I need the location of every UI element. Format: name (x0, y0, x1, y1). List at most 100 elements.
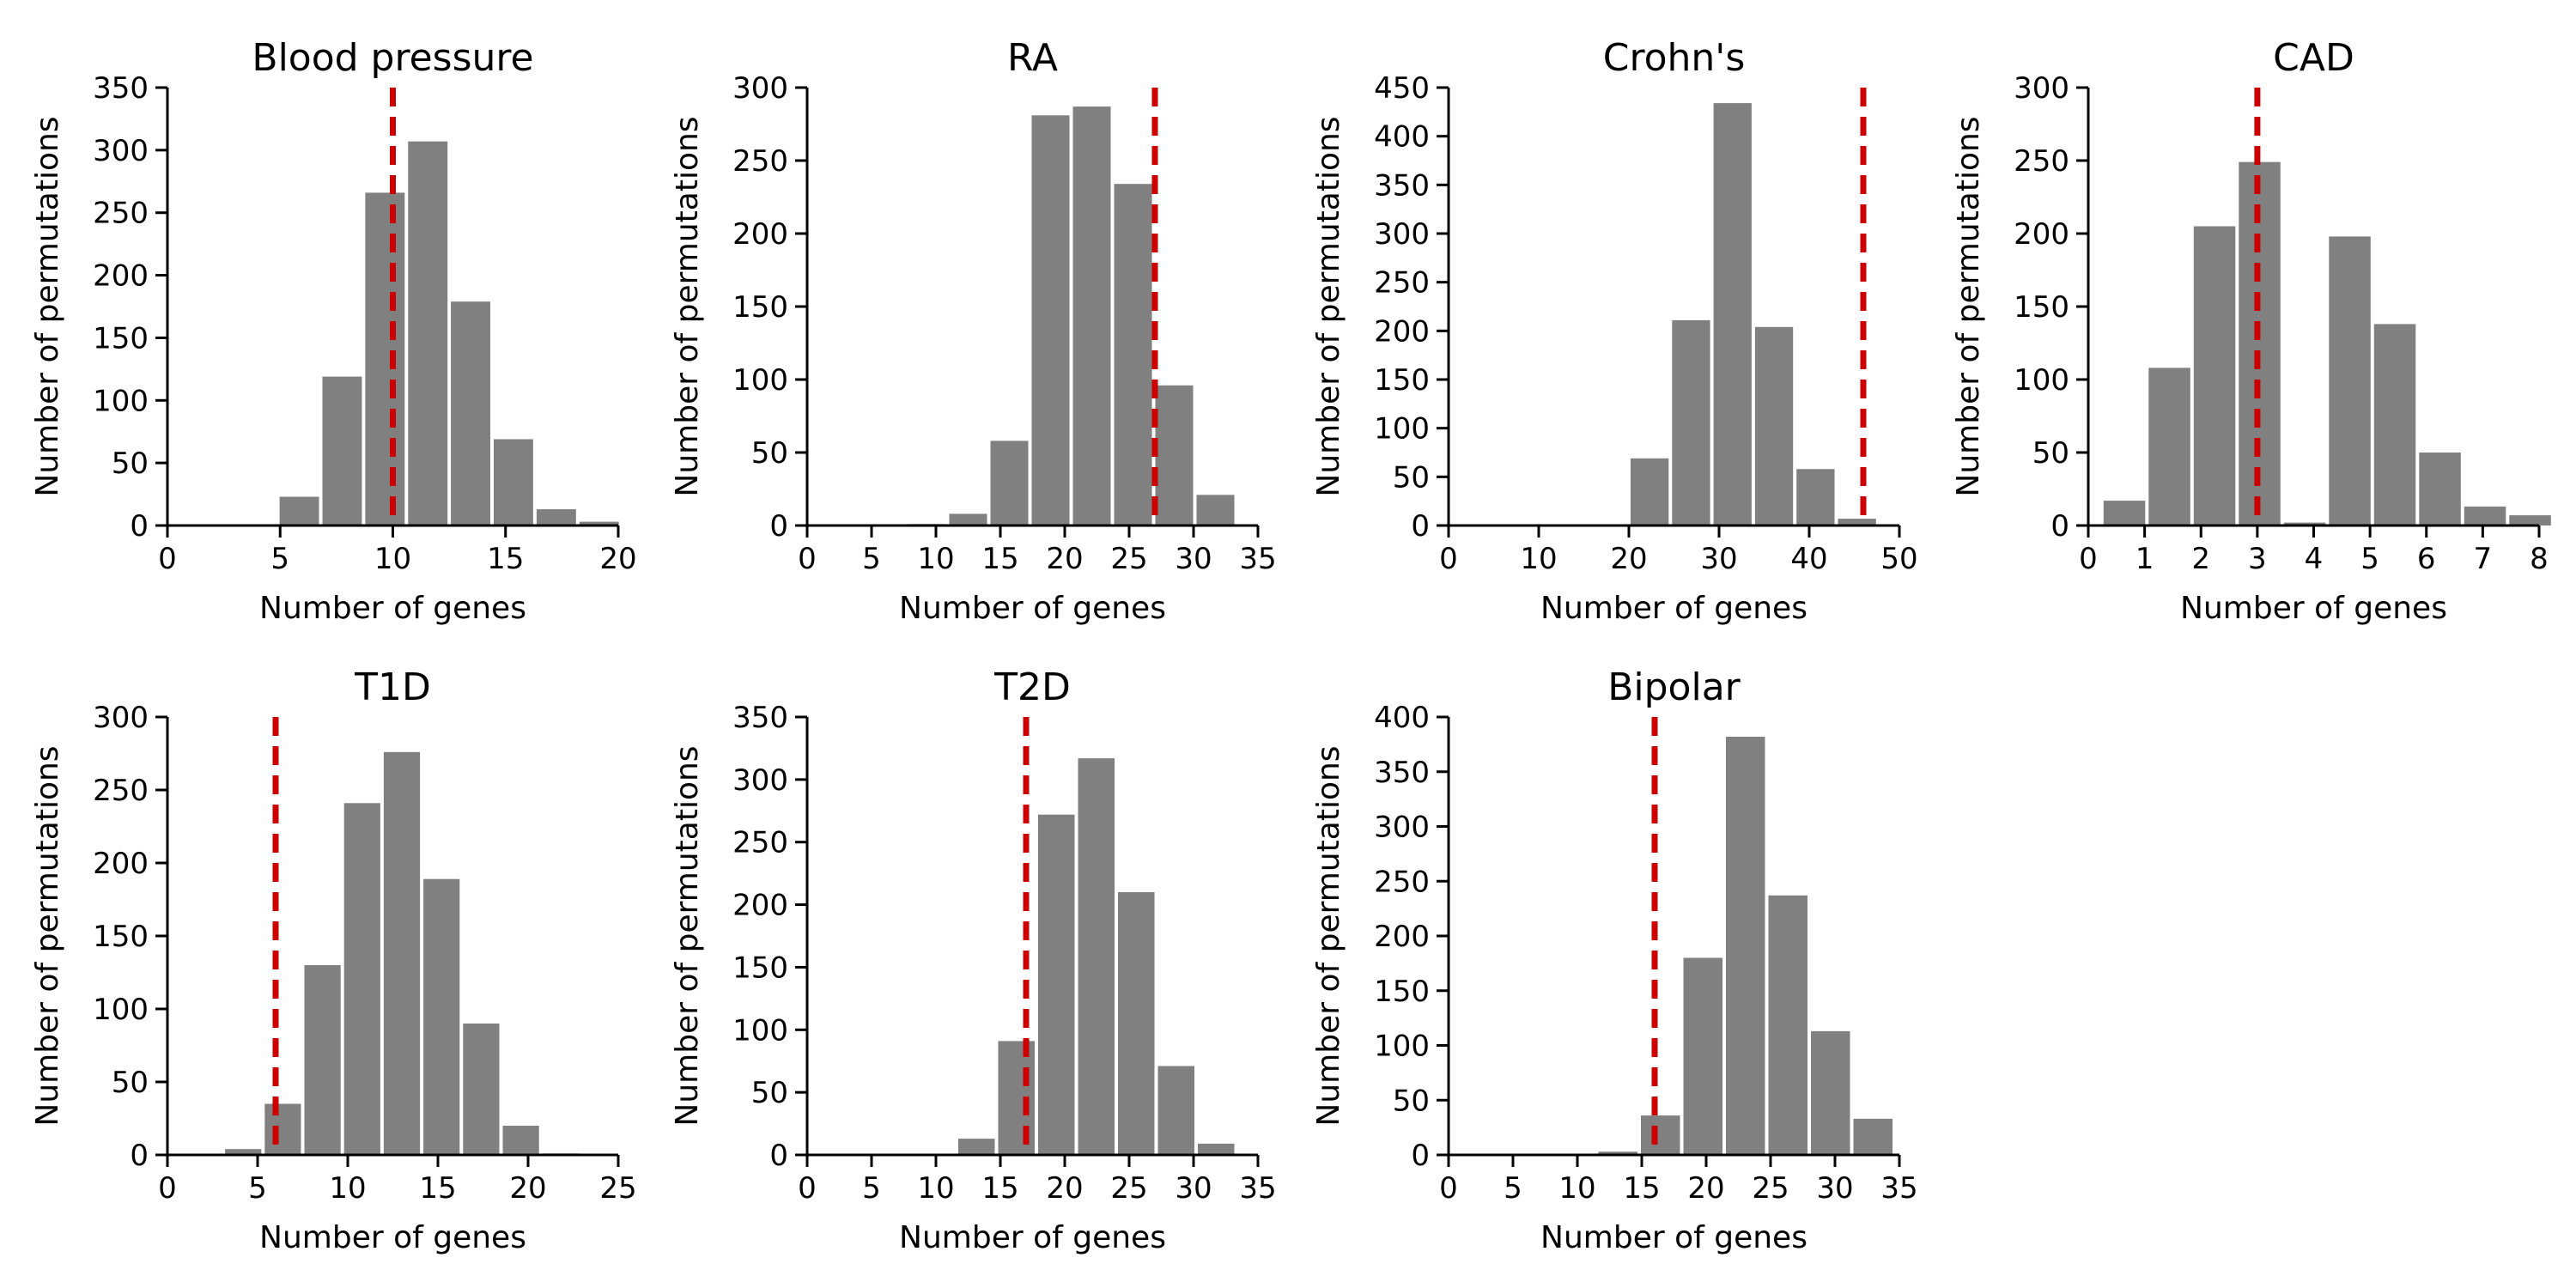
histogram-bar (1196, 495, 1235, 526)
y-tick-label: 400 (1374, 120, 1430, 155)
x-tick-label: 4 (2305, 542, 2324, 576)
y-tick-label: 300 (1374, 217, 1430, 252)
x-axis-label: Number of genes (899, 591, 1166, 626)
histogram-bar (2103, 501, 2146, 526)
histogram-bar (536, 509, 576, 526)
histogram-bar (998, 1041, 1035, 1155)
histogram-bar (1157, 1066, 1194, 1155)
histogram-bar (1038, 814, 1075, 1155)
x-tick-label: 25 (1110, 1171, 1147, 1206)
x-tick-label: 0 (1439, 542, 1458, 576)
chart-title: Crohn's (1603, 36, 1746, 80)
y-axis-label: Number of permutations (30, 745, 65, 1126)
y-tick-label: 100 (732, 363, 788, 398)
x-tick-label: 0 (158, 1171, 177, 1206)
x-tick-label: 30 (1175, 1171, 1212, 1206)
histogram-bar (225, 1149, 262, 1155)
x-tick-label: 25 (1110, 542, 1147, 576)
histogram-bar (365, 192, 405, 526)
chart-title: T1D (354, 665, 431, 709)
y-tick-label: 200 (732, 889, 788, 923)
x-tick-label: 5 (2360, 542, 2379, 576)
y-tick-label: 200 (93, 259, 149, 294)
y-tick-label: 200 (1374, 920, 1430, 954)
y-tick-label: 150 (732, 951, 788, 985)
histogram-panel: 0 50 100 150 200 250 300 350 0 5 10 15 20 Blood press… (30, 36, 637, 626)
x-tick-label: 5 (1504, 1171, 1522, 1206)
histogram-bar (1118, 892, 1155, 1155)
x-tick-label: 10 (917, 542, 954, 576)
y-axis-label: Number of permutations (30, 116, 65, 496)
y-tick-label: 100 (732, 1013, 788, 1048)
histogram-bar (2509, 515, 2551, 526)
histogram-bar (579, 521, 619, 526)
x-tick-label: 5 (270, 542, 289, 576)
histogram-bar (1598, 1151, 1637, 1155)
y-tick-label: 50 (2032, 436, 2069, 471)
chart-title: CAD (2273, 36, 2354, 80)
x-tick-label: 35 (1239, 1171, 1276, 1206)
y-axis-label: Number of permutations (670, 745, 705, 1126)
histogram-bar (2419, 453, 2461, 526)
x-tick-label: 8 (2530, 542, 2549, 576)
x-tick-label: 40 (1790, 542, 1827, 576)
histogram-bar (1838, 519, 1876, 526)
y-tick-label: 350 (732, 701, 788, 735)
histogram-bar (1726, 737, 1765, 1155)
histogram-bar (1078, 758, 1115, 1155)
x-tick-label: 20 (1610, 542, 1647, 576)
x-tick-label: 30 (1700, 542, 1737, 576)
y-tick-label: 0 (2050, 509, 2069, 544)
y-tick-label: 150 (93, 321, 149, 355)
x-axis-label: Number of genes (259, 1220, 526, 1255)
histogram-bar (949, 513, 987, 526)
x-tick-label: 20 (599, 542, 636, 576)
x-axis-label: Number of genes (1540, 591, 1807, 626)
x-axis-label: Number of genes (259, 591, 526, 626)
x-tick-label: 10 (329, 1171, 366, 1206)
x-tick-label: 35 (1239, 542, 1276, 576)
y-tick-label: 100 (93, 384, 149, 418)
x-tick-label: 5 (862, 542, 881, 576)
histogram-bar (2329, 236, 2371, 526)
x-tick-label: 50 (1880, 542, 1917, 576)
y-axis-label: Number of permutations (1951, 116, 1986, 496)
histogram-bar (2464, 506, 2506, 526)
y-tick-label: 100 (1374, 1030, 1430, 1064)
y-tick-label: 250 (93, 774, 149, 808)
histogram-panel: 0 50 100 150 200 250 300 0 5 10 15 20 25 T1D Number of… (30, 665, 637, 1255)
histogram-bar (1853, 1118, 1893, 1155)
histogram-bar (2283, 522, 2326, 526)
histogram-bar (1713, 103, 1752, 526)
histogram-bar (1754, 326, 1794, 526)
y-tick-label: 50 (751, 1076, 788, 1110)
histogram-bar (1072, 106, 1111, 526)
y-tick-label: 50 (751, 436, 788, 471)
y-tick-label: 200 (2014, 217, 2069, 252)
histogram-bar (463, 1024, 500, 1155)
y-tick-label: 150 (1374, 363, 1430, 398)
x-tick-label: 15 (419, 1171, 456, 1206)
x-tick-label: 3 (2248, 542, 2267, 576)
y-tick-label: 50 (112, 447, 149, 481)
histogram-bar (958, 1139, 995, 1155)
y-tick-label: 150 (732, 290, 788, 325)
y-tick-label: 100 (1374, 412, 1430, 447)
chart-title: T2D (993, 665, 1071, 709)
histogram-bar (423, 878, 460, 1155)
x-tick-label: 0 (158, 542, 177, 576)
histogram-panel: 0 50 100 150 200 250 300 350 0 5 10 15 20 25 30 35 T2D Nu… (670, 665, 1277, 1255)
y-tick-label: 0 (130, 509, 149, 544)
x-tick-label: 0 (798, 1171, 817, 1206)
x-tick-label: 5 (862, 1171, 881, 1206)
y-tick-label: 100 (2014, 363, 2069, 398)
y-tick-label: 300 (93, 701, 149, 735)
histogram-bar (990, 440, 1029, 526)
histogram-bar (383, 751, 421, 1155)
x-tick-label: 7 (2474, 542, 2493, 576)
histogram-bar (1155, 385, 1194, 526)
y-tick-label: 300 (2014, 71, 2069, 106)
histogram-bar (2193, 226, 2236, 526)
x-tick-label: 20 (1046, 1171, 1083, 1206)
x-tick-label: 10 (1558, 1171, 1595, 1206)
